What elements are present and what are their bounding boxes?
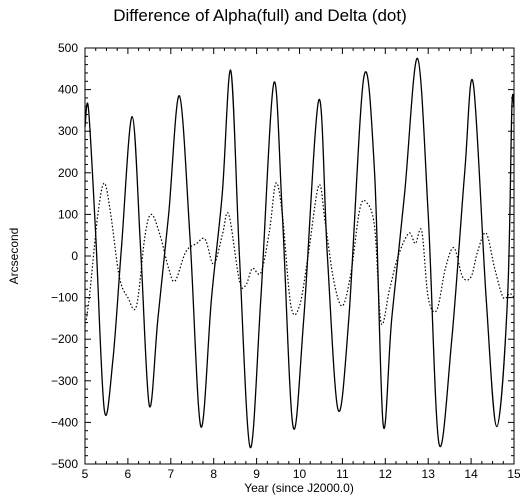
y-tick-label: 400 — [58, 83, 78, 97]
y-tick-label: −300 — [51, 374, 78, 388]
y-tick-label: −100 — [51, 291, 78, 305]
y-tick-label: 100 — [58, 207, 78, 221]
x-tick-label: 11 — [336, 467, 349, 481]
x-tick-label: 15 — [507, 467, 520, 481]
y-tick-label: 500 — [58, 41, 78, 55]
x-tick-label: 8 — [210, 467, 217, 481]
x-tick-label: 13 — [422, 467, 436, 481]
x-tick-label: 12 — [379, 467, 393, 481]
x-tick-label: 7 — [167, 467, 174, 481]
x-tick-label: 5 — [82, 467, 89, 481]
y-tick-label: −500 — [51, 457, 78, 471]
y-tick-label: 300 — [58, 124, 78, 138]
series-line-alpha-solid — [84, 57, 515, 449]
y-tick-label: 200 — [58, 166, 78, 180]
y-tick-label: 0 — [71, 249, 78, 263]
x-tick-label: 9 — [253, 467, 260, 481]
y-tick-label: −200 — [51, 332, 78, 346]
series-line-delta-dotted — [84, 182, 515, 327]
x-tick-label: 10 — [293, 467, 307, 481]
x-tick-label: 6 — [125, 467, 132, 481]
ticks-layer: 5 6 7 8 9 10 11 12 13 14 15 −500 −400 −300 −200 −100 0 10… — [51, 41, 520, 481]
chart-title: Difference of Alpha(full) and Delta (dot… — [113, 6, 407, 25]
y-axis-label: Arcsecond — [7, 228, 21, 285]
x-tick-label: 14 — [464, 467, 478, 481]
series-layer — [84, 57, 515, 449]
y-tick-label: −400 — [51, 415, 78, 429]
x-axis-label: Year (since J2000.0) — [244, 481, 354, 495]
